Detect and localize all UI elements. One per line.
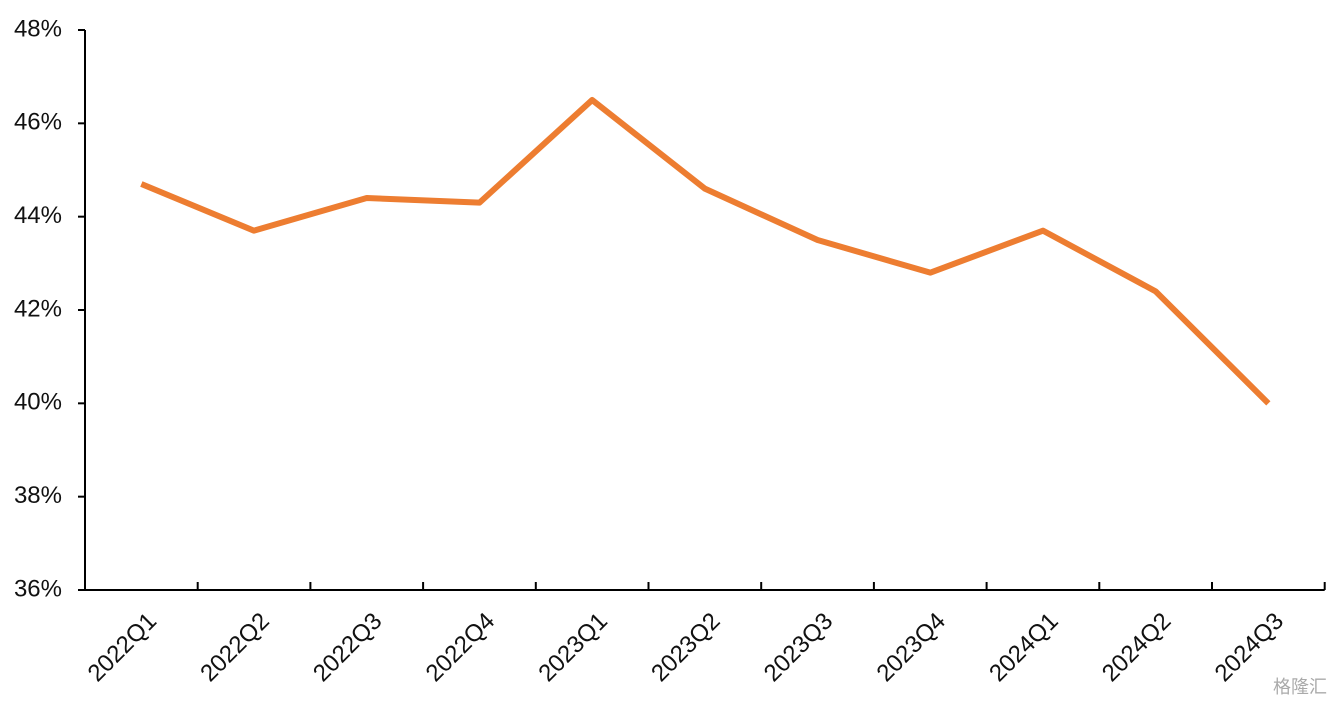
x-tick-label: 2023Q1 xyxy=(533,608,612,687)
x-tick-label: 2024Q3 xyxy=(1210,608,1289,687)
watermark: 格隆汇 xyxy=(1273,677,1327,697)
line xyxy=(140,97,1271,406)
x-tick-label: 2024Q2 xyxy=(1097,608,1176,687)
y-tick-label: 36% xyxy=(14,575,62,602)
y-tick-label: 48% xyxy=(14,15,62,42)
x-tick-label: 2023Q3 xyxy=(759,608,838,687)
x-tick-label: 2022Q3 xyxy=(308,608,387,687)
y-tick-label: 42% xyxy=(14,295,62,322)
x-tick-label: 2022Q1 xyxy=(83,608,162,687)
y-tick-label: 46% xyxy=(14,109,62,136)
x-tick-label: 2024Q1 xyxy=(984,608,1063,687)
y-tick-label: 44% xyxy=(14,202,62,229)
x-tick-label: 2023Q2 xyxy=(646,608,725,687)
y-tick-label: 38% xyxy=(14,482,62,509)
x-tick-label: 2022Q4 xyxy=(421,608,500,687)
x-tick-label: 2023Q4 xyxy=(871,608,950,687)
x-tick-label: 2022Q2 xyxy=(195,608,274,687)
y-tick-label: 40% xyxy=(14,389,62,416)
